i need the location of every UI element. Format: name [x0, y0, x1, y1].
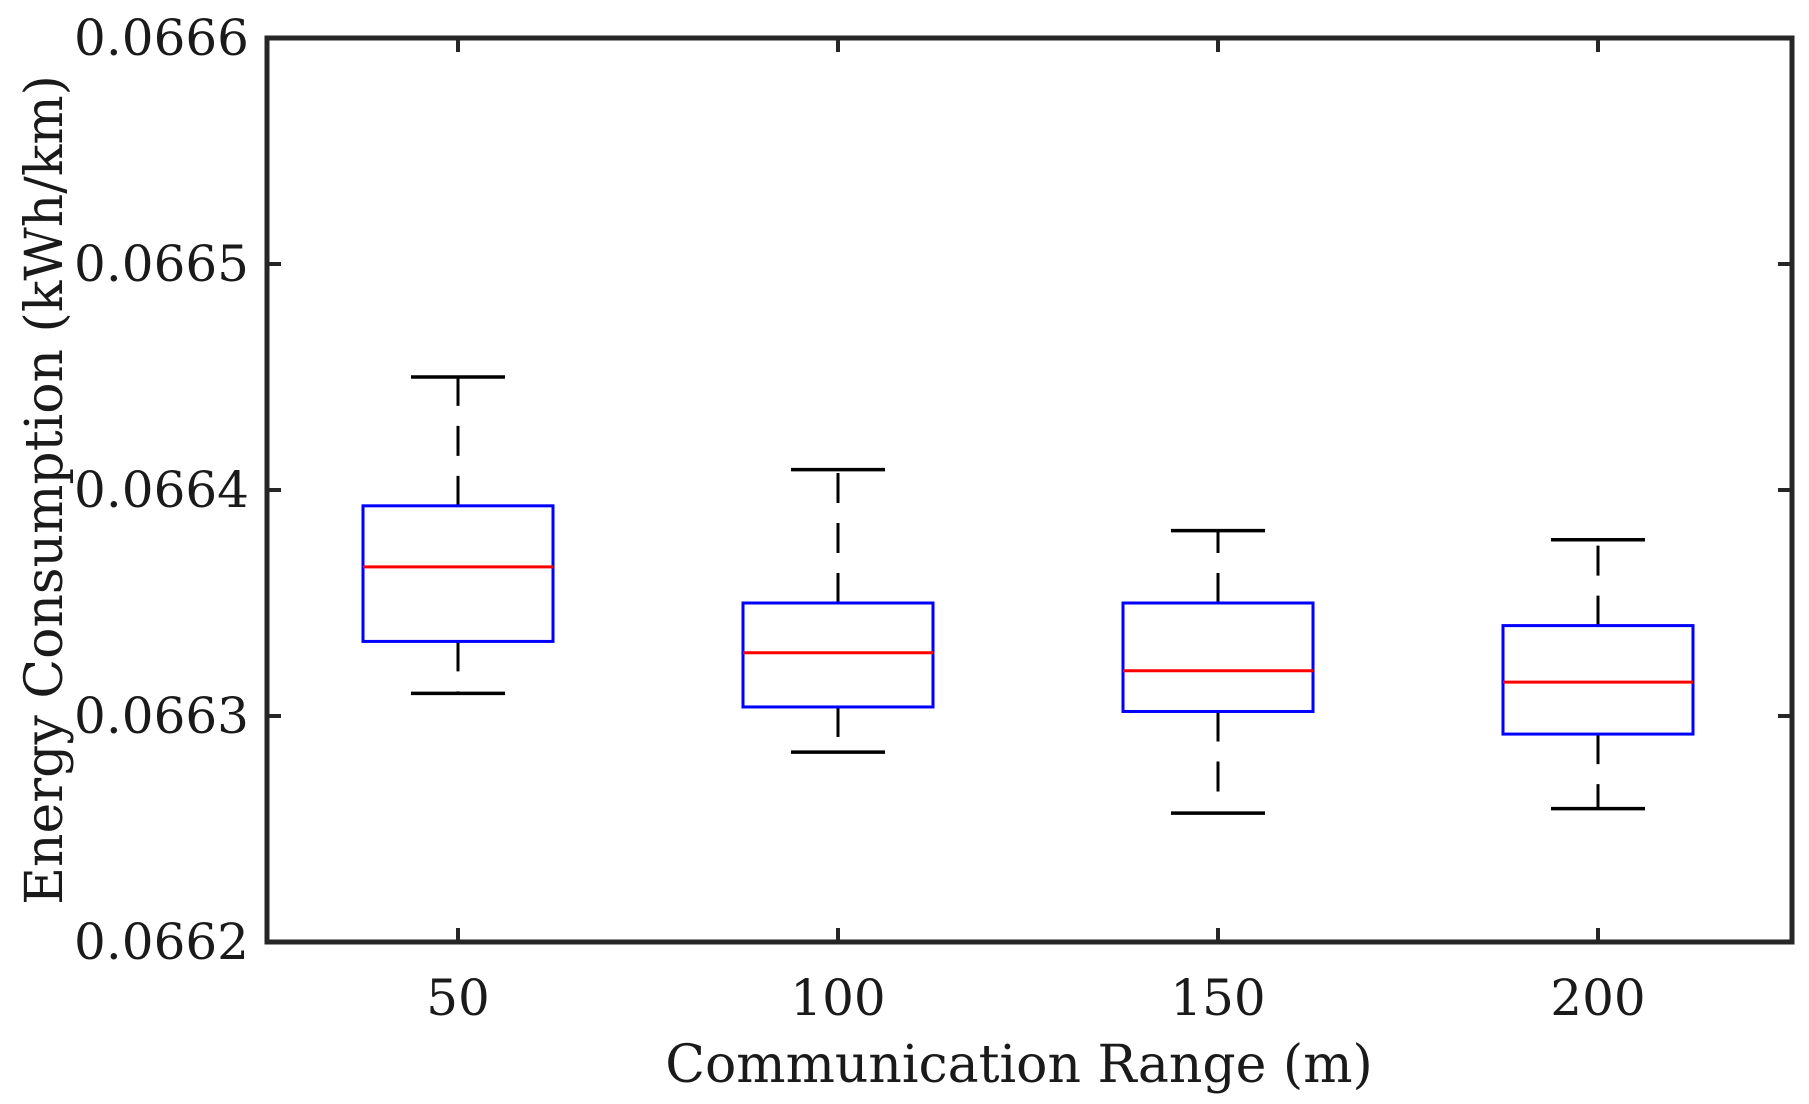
box-100 [741, 467, 935, 754]
y-tick-label: 0.0666 [74, 9, 249, 67]
x-axis-ticks: 50 100 150 200 [426, 38, 1646, 1027]
iqr-box [1121, 601, 1315, 713]
y-axis-title: Energy Consumption (kWh/km) [15, 75, 75, 905]
plot-frame [264, 35, 1795, 945]
iqr-box [1501, 624, 1695, 736]
y-tick-label: 0.0662 [74, 913, 249, 971]
box-series [361, 375, 1695, 815]
iqr-box [361, 504, 555, 643]
x-tick-label: 50 [426, 969, 490, 1027]
x-tick-label: 100 [790, 969, 885, 1027]
x-axis-title: Communication Range (m) [665, 1035, 1373, 1095]
y-tick-label: 0.0663 [74, 687, 249, 745]
x-tick-label: 150 [1170, 969, 1265, 1027]
x-tick-label: 200 [1550, 969, 1645, 1027]
y-tick-label: 0.0664 [74, 461, 249, 519]
iqr-box [741, 601, 935, 709]
box-50 [361, 375, 555, 696]
box-150 [1121, 528, 1315, 815]
y-tick-label: 0.0665 [74, 235, 249, 293]
box-200 [1501, 537, 1695, 811]
y-axis-ticks: 0.0662 0.0663 0.0664 0.0665 0.0666 [74, 9, 1792, 971]
